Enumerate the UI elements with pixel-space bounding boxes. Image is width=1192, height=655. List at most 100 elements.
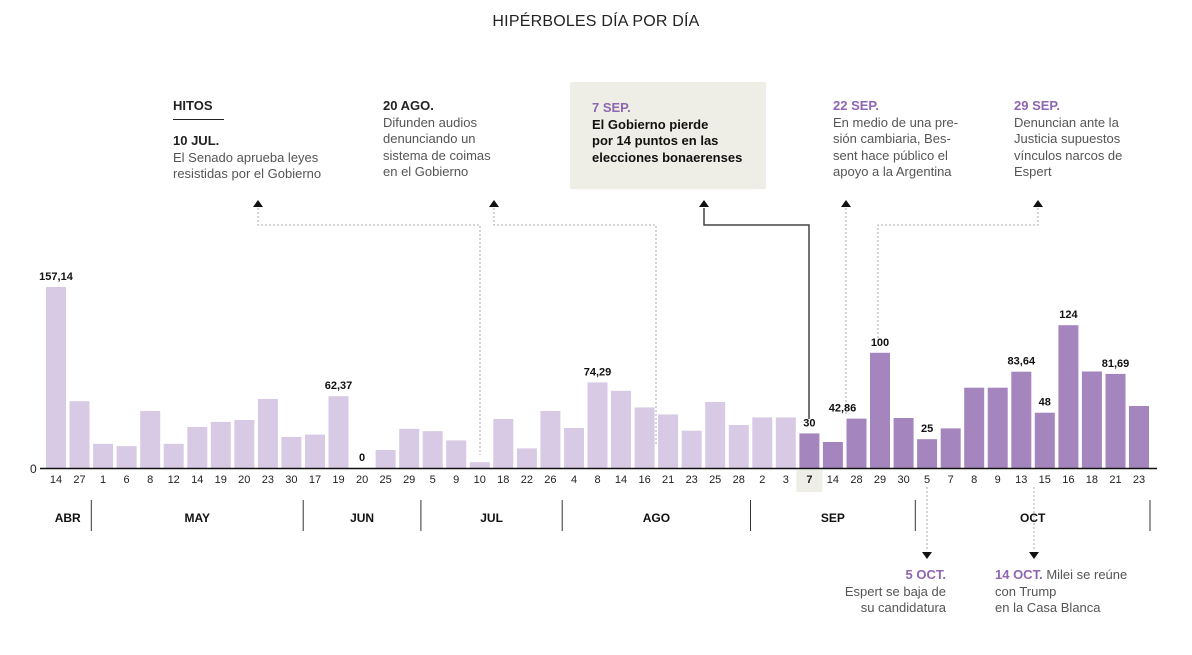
highlight-tick-box: [796, 470, 823, 492]
bar: [234, 420, 255, 468]
bar: [611, 390, 631, 468]
x-tick-label: 20: [238, 474, 250, 486]
bar: [540, 411, 561, 468]
annotation-date: 29 SEP.: [1014, 98, 1061, 113]
bar: [1081, 371, 1102, 468]
bar: [1011, 371, 1032, 468]
month-label: AGO: [643, 511, 670, 525]
annotation-date: 14 OCT.: [995, 567, 1043, 582]
x-tick-label: 18: [1086, 474, 1098, 486]
x-tick-label: 22: [521, 474, 533, 486]
annotation-line: su candidatura: [860, 600, 946, 615]
x-tick-label: 16: [1062, 474, 1074, 486]
x-tick-label: 4: [571, 474, 577, 486]
bar: [658, 414, 679, 468]
annotation-line: vínculos narcos de: [1014, 147, 1123, 163]
data-label: 48: [1039, 397, 1051, 409]
annotation-line: Denuncian ante la: [1014, 114, 1119, 130]
x-tick-labels: 14 27 1 6 8 12 14 19 20 23 30 17 19 20 25 29 5 9 10 18 22 26 4…: [50, 474, 1145, 486]
annotation-date: 10 JUL.: [173, 133, 220, 148]
x-tick-label: 16: [638, 474, 650, 486]
x-tick-label: 19: [332, 474, 344, 486]
x-tick-label: 25: [379, 474, 391, 486]
bar: [163, 443, 184, 468]
x-tick-label: 9: [995, 474, 1001, 486]
bar: [328, 396, 349, 468]
x-tick-label: 14: [615, 474, 627, 486]
bar: [987, 387, 1008, 468]
data-label: 100: [871, 337, 889, 349]
annotation-line: con Trump: [995, 583, 1057, 599]
bar: [469, 462, 490, 468]
highlight-annotation-box: [570, 82, 766, 189]
month-label: ABR: [55, 511, 81, 525]
annotation-line: por 14 puntos en las: [592, 133, 719, 148]
x-tick-label: 5: [924, 474, 930, 486]
y-tick-0: 0: [30, 462, 37, 476]
annotation-line: denunciando un: [383, 131, 476, 146]
annotation-sep22: 22 SEP. En medio de una pre- sión cambia…: [833, 98, 983, 181]
x-tick-label: 29: [874, 474, 886, 486]
data-labels: 157,14 62,37 0 74,29 30 42,86 100 25 83,64 48 124 8…: [39, 271, 1129, 464]
annotation-jul10: 10 JUL. El Senado aprueba leyes resistid…: [173, 133, 363, 183]
data-label: 62,37: [325, 380, 353, 392]
bar: [1129, 406, 1149, 468]
legend-heading-rule: [173, 119, 224, 120]
x-tick-label: 20: [356, 474, 368, 486]
annotation-sep29: 29 SEP. Denuncian ante la Justicia supue…: [1014, 98, 1154, 181]
bar: [305, 434, 325, 468]
connector-jul10: [257, 208, 481, 455]
x-tick-label: 6: [124, 474, 130, 486]
data-label: 81,69: [1102, 358, 1130, 370]
x-tick-label: 14: [50, 474, 62, 486]
x-tick-label: 18: [497, 474, 509, 486]
data-label: 25: [921, 423, 933, 435]
data-label: 157,14: [39, 271, 74, 283]
arrow-up-icon: [841, 200, 851, 207]
bar: [140, 411, 161, 468]
x-tick-label: 5: [430, 474, 436, 486]
annotation-ago20: 20 AGO. Difunden audios denunciando un s…: [383, 98, 523, 181]
x-tick-label: 3: [783, 474, 789, 486]
data-label: 0: [359, 452, 365, 464]
bar: [375, 450, 396, 468]
x-tick-label: 30: [285, 474, 297, 486]
annotation-date: 22 SEP.: [833, 98, 880, 113]
annotation-oct5: 5 OCT. Espert se baja de su candidatura: [800, 567, 946, 617]
annotation-date: 7 SEP.: [592, 100, 631, 115]
legend-heading: HITOS: [173, 98, 213, 113]
x-tick-label: 27: [73, 474, 85, 486]
bar: [516, 448, 537, 468]
annotation-sep7: 7 SEP. El Gobierno pierde por 14 puntos …: [592, 100, 762, 166]
x-tick-label: 14: [191, 474, 203, 486]
annotation-line: Espert se baja de: [844, 583, 946, 599]
annotation-date: 20 AGO.: [383, 98, 434, 113]
bar: [870, 352, 890, 468]
connector-sep7: [703, 208, 810, 419]
x-tick-label: 25: [709, 474, 721, 486]
bar: [587, 382, 608, 468]
bar: [775, 417, 796, 468]
month-label: MAY: [185, 511, 211, 525]
x-tick-label: 23: [262, 474, 274, 486]
x-tick-label: 28: [850, 474, 862, 486]
x-tick-label: 21: [1109, 474, 1121, 486]
x-tick-label: 23: [686, 474, 698, 486]
bar: [116, 446, 137, 468]
bar: [399, 428, 420, 468]
bar: [46, 287, 66, 468]
month-labels: ABR MAY JUN JUL AGO SEP OCT: [55, 500, 1151, 531]
bar: [822, 442, 843, 468]
bar: [1034, 412, 1055, 468]
annotation-line: El Gobierno pierde: [592, 116, 709, 132]
connector-sep29: [877, 208, 1039, 340]
x-tick-label: 14: [827, 474, 839, 486]
annotation-line: El Senado aprueba leyes: [173, 149, 319, 165]
month-label: OCT: [1020, 511, 1046, 525]
bar: [210, 421, 231, 468]
bar: [964, 387, 985, 468]
x-tick-label: 29: [403, 474, 415, 486]
x-tick-label: 26: [544, 474, 556, 486]
annotation-line: en la Casa Blanca: [995, 600, 1101, 615]
